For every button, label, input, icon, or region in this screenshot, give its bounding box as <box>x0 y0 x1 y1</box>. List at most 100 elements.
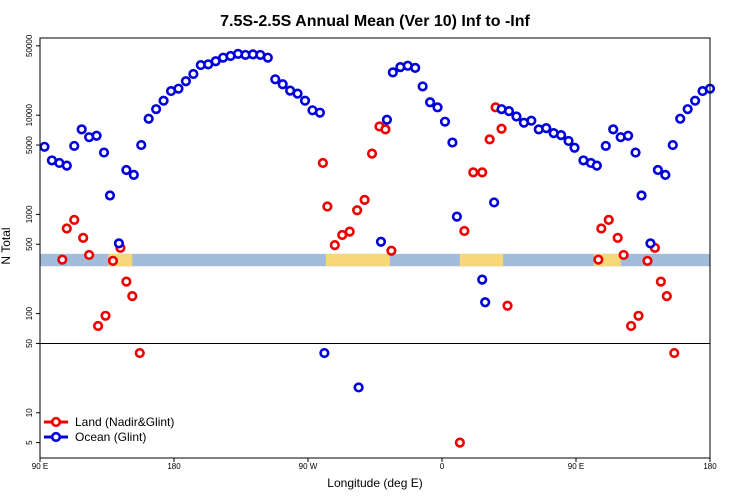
ocean-point <box>424 97 436 108</box>
land-point <box>61 223 72 234</box>
ocean-point <box>630 147 641 158</box>
land-point <box>352 205 363 216</box>
land-point <box>121 276 132 287</box>
land-point <box>366 148 378 159</box>
ocean-point <box>608 124 619 135</box>
x-tick-label: 90 E <box>568 462 584 471</box>
ocean-point <box>556 129 567 141</box>
legend-ocean-label: Ocean (Glint) <box>75 430 146 444</box>
land-point <box>502 300 513 311</box>
y-tick-label: 5 <box>25 440 34 445</box>
ocean-point <box>270 74 281 85</box>
ocean-point <box>477 274 488 285</box>
land-point <box>618 249 629 261</box>
ocean-point <box>503 105 515 117</box>
ocean-point <box>98 147 110 158</box>
ocean-point <box>591 160 602 171</box>
land-point <box>496 123 507 134</box>
ocean-point <box>675 113 686 124</box>
ocean-point <box>432 102 443 113</box>
legend-land-marker <box>50 416 62 428</box>
y-axis: 5 10 50 100 500 1000 5000 10000 50000 <box>25 34 40 445</box>
ocean-point <box>128 169 139 181</box>
ocean-point <box>667 139 678 151</box>
ocean-point <box>652 164 663 176</box>
ocean-point <box>69 140 80 152</box>
ocean-point <box>489 197 500 208</box>
land-point <box>359 194 370 205</box>
x-tick-label: 90 E <box>32 462 48 471</box>
land-point <box>596 223 607 234</box>
ocean-point <box>121 164 132 176</box>
legend-entry-ocean: Ocean (Glint) <box>44 430 146 444</box>
land-point <box>127 291 138 302</box>
y-tick-label: 1000 <box>25 205 34 223</box>
ocean-point <box>375 236 387 247</box>
land-point <box>92 320 104 332</box>
legend-entry-land: Land (Nadir&Glint) <box>44 415 174 429</box>
land-point <box>593 254 604 265</box>
ocean-point <box>188 68 199 80</box>
ocean-point <box>76 124 87 135</box>
land-point <box>633 310 644 321</box>
series-ocean <box>39 48 716 393</box>
series-land <box>57 102 680 448</box>
ocean-point <box>91 130 102 141</box>
ocean-point <box>180 76 192 87</box>
chart-title: 7.5S-2.5S Annual Mean (Ver 10) Inf to -I… <box>220 13 530 30</box>
land-point <box>655 276 666 287</box>
ocean-point <box>480 297 491 308</box>
ocean-point <box>645 238 656 249</box>
y-tick-label: 50000 <box>25 34 34 57</box>
land-point <box>78 232 89 243</box>
ocean-point <box>387 67 398 78</box>
ocean-point <box>61 160 72 171</box>
x-axis-label: Longitude (deg E) <box>327 476 422 490</box>
land-point <box>468 167 479 178</box>
land-point <box>477 167 488 178</box>
map-band <box>40 253 710 267</box>
ocean-point <box>636 190 647 201</box>
ocean-point <box>381 114 393 125</box>
land-point <box>57 254 68 265</box>
map-land-patch <box>459 253 504 267</box>
land-point <box>317 157 328 169</box>
map-land-patch <box>325 253 390 267</box>
ocean-point <box>319 347 330 359</box>
ocean-point <box>511 111 522 122</box>
ocean-point <box>451 211 462 222</box>
ocean-point <box>292 88 303 99</box>
ocean-point <box>569 142 580 153</box>
land-point <box>669 347 680 359</box>
land-point <box>134 347 145 359</box>
ocean-point <box>314 107 326 118</box>
ocean-point <box>353 382 364 393</box>
land-point <box>380 124 391 135</box>
legend-land-label: Land (Nadir&Glint) <box>75 415 174 429</box>
ocean-point <box>39 141 50 152</box>
ocean-point <box>682 104 693 115</box>
ocean-point <box>158 95 169 106</box>
land-point <box>459 225 470 237</box>
land-point <box>84 249 95 261</box>
land-point <box>386 245 397 256</box>
ocean-point <box>410 62 421 73</box>
x-tick-label: 0 <box>440 462 445 471</box>
land-point <box>344 226 355 237</box>
land-point <box>322 201 333 212</box>
ocean-point <box>151 104 162 115</box>
land-point <box>612 232 623 243</box>
land-point <box>454 437 465 448</box>
ocean-point <box>143 113 154 124</box>
land-point <box>642 255 653 266</box>
ocean-point <box>104 190 116 201</box>
ocean-point <box>623 130 634 141</box>
x-tick-label: 90 W <box>299 462 318 471</box>
legend: Land (Nadir&Glint) Ocean (Glint) <box>44 415 174 444</box>
ocean-point <box>277 79 288 90</box>
ocean-point <box>563 135 574 147</box>
ocean-point <box>526 115 537 126</box>
ocean-point <box>660 169 671 181</box>
y-tick-label: 100 <box>25 306 34 320</box>
y-tick-label: 10 <box>25 408 34 417</box>
